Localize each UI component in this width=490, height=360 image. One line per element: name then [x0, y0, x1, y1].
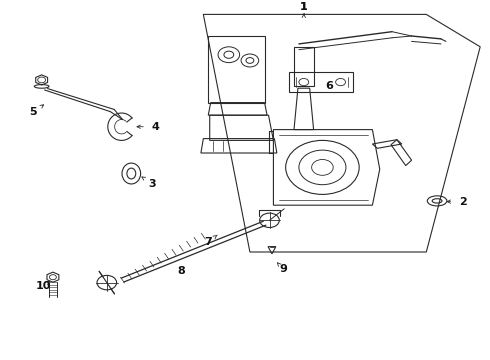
Text: 1: 1 — [300, 2, 308, 12]
Text: 5: 5 — [29, 107, 37, 117]
Text: 3: 3 — [148, 179, 156, 189]
Text: 4: 4 — [152, 122, 160, 132]
Text: 7: 7 — [204, 237, 212, 247]
Text: 9: 9 — [279, 264, 287, 274]
Text: 2: 2 — [459, 197, 467, 207]
Text: 10: 10 — [35, 281, 51, 291]
Text: 8: 8 — [177, 266, 185, 276]
Text: 6: 6 — [325, 81, 333, 91]
Text: 1: 1 — [300, 2, 308, 12]
